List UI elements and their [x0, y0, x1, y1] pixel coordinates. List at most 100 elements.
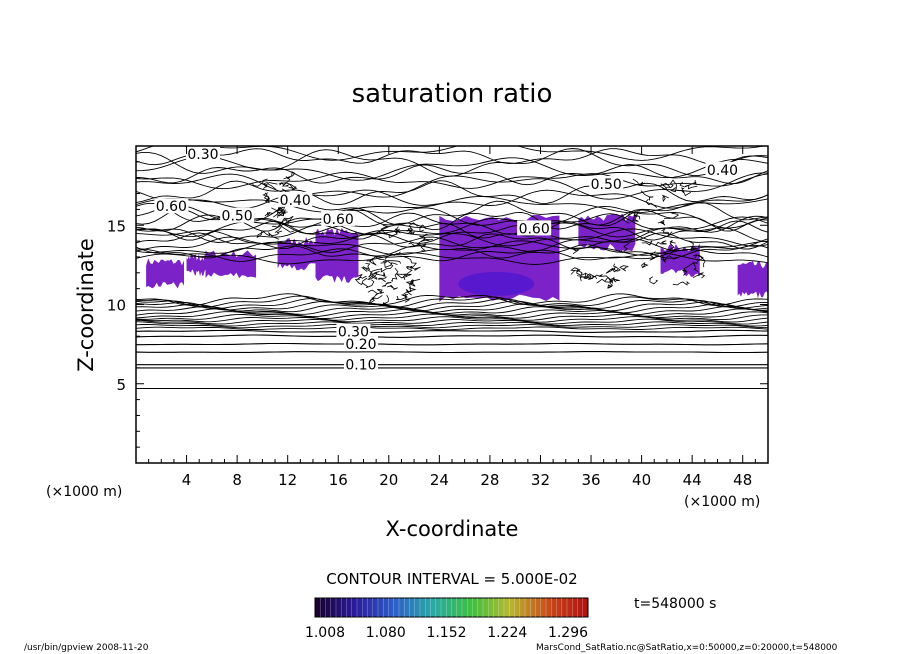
contour-label: 0.50 [222, 209, 253, 225]
contour-line [271, 218, 285, 228]
x-tick-label: 32 [531, 471, 550, 489]
contour-line [271, 207, 284, 218]
contour-line [633, 211, 641, 220]
x-tick-label: 48 [733, 471, 752, 489]
contour-label-bg [705, 161, 740, 177]
contour-line [264, 195, 271, 204]
colorbar-tick-label: 1.224 [487, 625, 527, 641]
colorbar-tick-label: 1.296 [548, 625, 588, 641]
supersaturated-region [660, 243, 700, 277]
y-tick-label: 10 [107, 297, 126, 315]
plot-area: 0.100.200.300.300.400.400.500.500.600.60… [136, 146, 768, 390]
contour-line [266, 212, 271, 217]
contour-line [136, 248, 768, 262]
contour-label-bg [343, 336, 378, 352]
contour-line [611, 266, 621, 273]
contour-line [648, 276, 659, 285]
contour-line [368, 295, 383, 305]
contour-line [608, 278, 620, 284]
contour-line [645, 198, 658, 208]
contour-line [136, 342, 768, 346]
contour-line [368, 268, 382, 278]
time-label: t=548000 s [634, 596, 716, 612]
chart-title: saturation ratio [352, 79, 553, 109]
contour-label-bg [185, 146, 220, 161]
contour-line [667, 239, 676, 252]
contour-label: 0.60 [156, 199, 187, 215]
colorbar-tick-label: 1.080 [366, 625, 406, 641]
contour-line [584, 273, 597, 280]
contour-line [136, 303, 768, 314]
contour-line [576, 269, 587, 277]
colorbar [314, 597, 589, 618]
contour-line [660, 182, 671, 190]
colorbar-tick-label: 1.008 [305, 625, 345, 641]
contour-line [262, 182, 268, 189]
contour-line [136, 329, 768, 333]
contour-line [404, 294, 411, 303]
contour-line [620, 213, 631, 224]
contour-line [136, 323, 768, 329]
y-unit-label: (×1000 m) [46, 484, 122, 500]
contour-line [136, 236, 768, 253]
contour-line [366, 273, 386, 281]
contour-label: 0.30 [338, 324, 369, 340]
supersaturated-region [205, 250, 257, 279]
contour-line [632, 214, 639, 222]
contour-line [681, 187, 692, 197]
contour-line [657, 219, 666, 226]
contour-line [586, 274, 603, 279]
x-tick-label: 24 [430, 471, 449, 489]
contour-line [278, 176, 291, 186]
contour-line [661, 255, 666, 263]
contour-line [384, 251, 401, 260]
contour-line [670, 184, 677, 193]
contour-label: 0.40 [280, 193, 311, 209]
x-tick-label: 44 [683, 471, 702, 489]
contour-line [403, 289, 412, 296]
x-tick-label: 12 [278, 471, 297, 489]
supersaturated-core [458, 271, 535, 296]
contour-line [357, 273, 367, 280]
contour-line [363, 266, 378, 275]
contour-line [283, 215, 294, 222]
contour-line [274, 225, 295, 233]
contour-label-bg [336, 323, 371, 339]
contour-line [692, 262, 699, 273]
contour-line [136, 189, 768, 209]
contour-label: 0.40 [707, 163, 738, 179]
x-tick-label: 36 [581, 471, 600, 489]
footer-left: /usr/bin/gpview 2008-11-20 [24, 643, 149, 653]
contour-line [405, 279, 416, 287]
contour-line [641, 262, 649, 269]
contour-line [672, 281, 690, 286]
contour-label-bg [589, 176, 624, 192]
contour-line [601, 275, 617, 283]
contour-line [692, 272, 706, 279]
x-axis-label: X-coordinate [386, 517, 519, 541]
contour-line [281, 182, 295, 189]
colorbar-tick-label: 1.152 [426, 625, 466, 641]
contour-line [360, 263, 371, 272]
contour-line [693, 254, 704, 263]
contour-line [136, 232, 768, 250]
contour-line [407, 228, 415, 235]
contour-line [382, 260, 402, 264]
supersaturated-region [737, 261, 768, 299]
contour-line [576, 275, 591, 279]
contour-line [406, 222, 418, 232]
contour-line [375, 288, 385, 295]
contour-label-bg [343, 356, 378, 372]
contour-line [136, 180, 768, 206]
contour-line [382, 295, 389, 307]
contour-line [136, 146, 767, 161]
contour-line [632, 178, 646, 187]
contour-label-bg [220, 207, 255, 223]
contour-line [694, 254, 706, 268]
contour-line [136, 155, 768, 181]
contour-line [663, 211, 679, 219]
colorbar-stripes [320, 598, 583, 617]
contour-line [662, 194, 669, 203]
